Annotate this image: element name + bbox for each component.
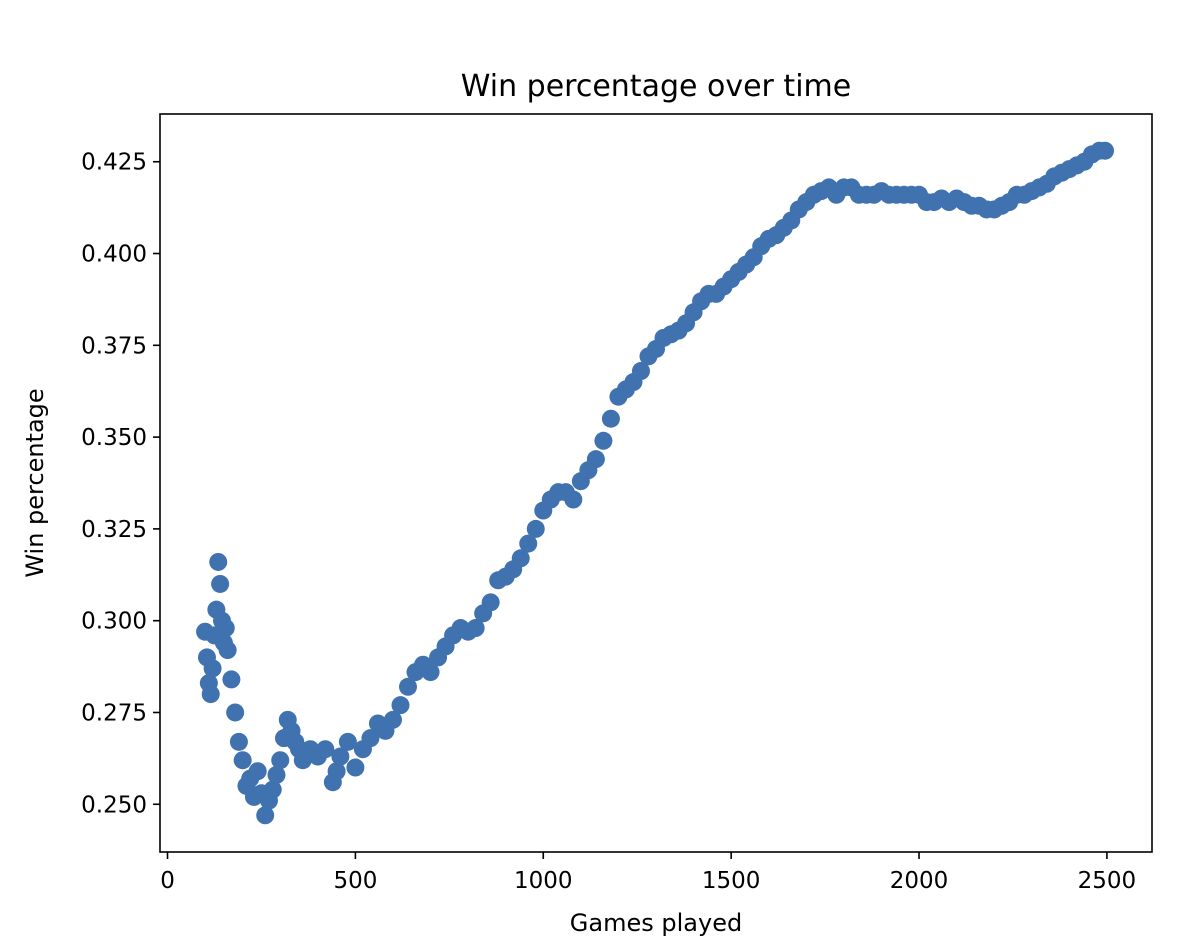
x-axis-label: Games played <box>570 909 742 937</box>
y-tick-label: 0.400 <box>81 242 147 268</box>
data-points <box>196 141 1115 825</box>
y-tick-label: 0.350 <box>81 425 147 451</box>
data-point <box>346 758 365 777</box>
data-point <box>222 670 241 689</box>
data-point <box>218 641 237 660</box>
data-point <box>526 519 545 538</box>
data-point <box>361 729 380 748</box>
data-point <box>421 663 440 682</box>
data-point <box>383 710 402 729</box>
data-point <box>316 740 335 759</box>
data-point <box>263 780 282 799</box>
data-point <box>338 732 357 751</box>
x-axis: 0 500 1000 1500 2000 2500 <box>160 852 1136 894</box>
data-point <box>226 703 245 722</box>
x-tick-label: 1500 <box>702 868 761 894</box>
data-point <box>256 806 275 825</box>
data-point <box>466 619 485 638</box>
y-axis-label: Win percentage <box>21 388 49 577</box>
data-point <box>209 552 228 571</box>
chart-title: Win percentage over time <box>461 69 851 104</box>
x-tick-label: 2000 <box>890 868 949 894</box>
x-tick-label: 2500 <box>1078 868 1137 894</box>
data-point <box>601 409 620 428</box>
x-tick-label: 500 <box>333 868 377 894</box>
data-point <box>327 762 346 781</box>
x-tick-label: 1000 <box>514 868 573 894</box>
x-tick-label: 0 <box>160 868 175 894</box>
y-tick-label: 0.300 <box>81 609 147 635</box>
data-point <box>594 431 613 450</box>
y-tick-label: 0.425 <box>81 150 147 176</box>
data-point <box>481 593 500 612</box>
data-point <box>248 762 267 781</box>
y-tick-label: 0.250 <box>81 792 147 818</box>
data-point <box>519 534 538 553</box>
y-tick-label: 0.275 <box>81 700 147 726</box>
data-point <box>399 677 417 696</box>
data-point <box>1096 141 1115 160</box>
data-point <box>211 574 230 593</box>
y-tick-label: 0.375 <box>81 333 147 359</box>
data-point <box>631 362 650 381</box>
data-point <box>229 732 248 751</box>
data-point <box>216 619 235 638</box>
data-point <box>331 747 350 766</box>
y-axis: 0.250 0.275 0.300 0.325 0.350 0.375 0.400 0.425 <box>81 150 160 818</box>
data-point <box>391 696 410 715</box>
data-point <box>267 765 286 784</box>
plot-frame <box>159 113 1153 853</box>
data-point <box>271 751 290 770</box>
data-point <box>586 450 605 469</box>
data-point <box>233 751 252 770</box>
data-point <box>564 490 583 509</box>
data-point <box>203 659 222 678</box>
y-tick-label: 0.325 <box>81 517 147 543</box>
data-point <box>511 549 530 568</box>
data-point <box>201 685 220 704</box>
